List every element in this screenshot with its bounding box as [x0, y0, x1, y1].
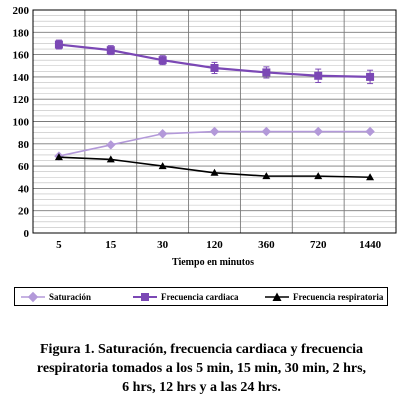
x-tick-label: 1440 [359, 239, 382, 251]
data-point [262, 172, 271, 180]
diamond-marker-icon [21, 291, 45, 302]
x-tick-label: 360 [258, 239, 275, 251]
data-point [209, 126, 220, 137]
data-point [314, 172, 323, 180]
caption-line: respiratoria tomados a los 5 min, 15 min… [36, 361, 367, 376]
data-point [262, 68, 271, 77]
y-tick-label: 120 [13, 94, 30, 106]
legend: Saturación Frecuencia cardiaca Frecuenci… [14, 287, 388, 306]
y-tick-label: 160 [13, 50, 30, 62]
legend-label-frecuencia-respiratoria: Frecuencia respiratoria [293, 291, 384, 302]
legend-item-saturacion: Saturación [21, 288, 91, 305]
y-tick-label: 40 [18, 183, 30, 195]
data-point [106, 155, 115, 163]
data-point [366, 173, 375, 181]
caption-line: 6 hrs, 12 hrs y a las 24 hrs. [122, 380, 281, 395]
data-point [314, 71, 323, 80]
plot-border [32, 9, 397, 234]
x-axis-title: Tiempo en minutos [172, 257, 254, 268]
data-point [366, 72, 375, 81]
data-point [261, 126, 272, 137]
data-point [106, 46, 115, 55]
grid [32, 9, 397, 234]
y-tick-label: 180 [13, 27, 30, 39]
y-tick-label: 20 [18, 206, 30, 218]
series-2 [54, 153, 375, 181]
y-tick-label: 140 [13, 72, 30, 84]
x-tick-label: 15 [105, 239, 117, 251]
square-marker-icon [133, 292, 157, 301]
x-tick-label: 120 [206, 239, 223, 251]
series [54, 39, 375, 181]
triangle-marker-icon [265, 292, 289, 301]
data-point [158, 162, 167, 170]
figure-caption: Figura 1. Saturación, frecuencia cardiac… [0, 340, 403, 397]
data-point [54, 153, 63, 161]
legend-label-frecuencia-cardiaca: Frecuencia cardiaca [161, 291, 239, 302]
x-tick-label: 30 [157, 239, 169, 251]
data-point [54, 40, 63, 49]
legend-label-saturacion: Saturación [49, 291, 92, 302]
y-tick-label: 0 [24, 228, 30, 240]
y-tick-label: 80 [18, 139, 30, 151]
y-tick-label: 200 [13, 5, 30, 17]
y-tick-label: 100 [13, 117, 30, 129]
data-point [158, 56, 167, 65]
y-tick-label: 60 [18, 161, 30, 173]
data-point [210, 168, 219, 176]
data-point [313, 126, 323, 137]
data-point [365, 126, 375, 137]
data-point [157, 129, 168, 139]
legend-item-frecuencia-cardiaca: Frecuencia cardiaca [133, 288, 239, 305]
caption-line: Figura 1. Saturación, frecuencia cardiac… [40, 342, 363, 357]
data-point [106, 140, 116, 150]
series-1 [54, 39, 375, 85]
axes: 0 20 40 60 80 100 120 140 160 180 200 5 15 30 120 360 72… [13, 5, 397, 251]
chart: 0 20 40 60 80 100 120 140 160 180 200 5 15 30 120 360 72… [13, 5, 397, 268]
legend-item-frecuencia-respiratoria: Frecuencia respiratoria [265, 288, 383, 305]
x-tick-label: 720 [310, 239, 327, 251]
data-point [210, 63, 219, 72]
series-0 [54, 126, 375, 161]
x-tick-label: 5 [56, 239, 62, 251]
